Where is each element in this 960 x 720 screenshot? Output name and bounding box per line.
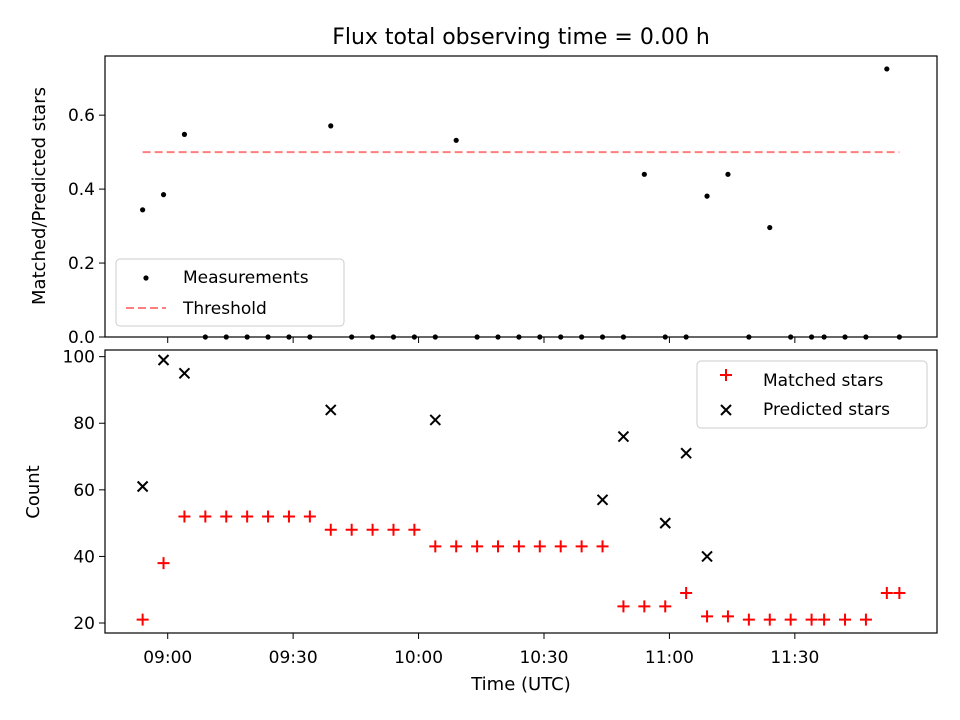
measurement-point bbox=[181, 131, 188, 137]
matched-point bbox=[805, 613, 818, 626]
bottom-y-tick-label: 80 bbox=[73, 414, 95, 434]
predicted-point bbox=[325, 404, 337, 416]
matched-point bbox=[408, 523, 421, 536]
matched-point bbox=[512, 540, 525, 553]
bottom-legend-box bbox=[696, 360, 928, 429]
matched-point bbox=[784, 613, 797, 626]
x-tick-label: 09:30 bbox=[269, 648, 318, 668]
measurement-point bbox=[328, 123, 334, 129]
x-axis-label: Time (UTC) bbox=[470, 674, 571, 695]
legend-measurements-marker bbox=[143, 275, 149, 281]
predicted-point bbox=[659, 517, 671, 529]
top-legend: Measurements Threshold bbox=[115, 258, 345, 327]
measurement-point bbox=[704, 193, 710, 199]
x-tick-label: 10:30 bbox=[519, 648, 568, 668]
top-y-tick-label: 0.6 bbox=[68, 106, 95, 126]
top-panel-frame bbox=[104, 55, 938, 338]
matched-point bbox=[880, 587, 893, 600]
matched-point bbox=[818, 613, 831, 626]
matched-point bbox=[893, 587, 906, 600]
matched-point bbox=[680, 587, 693, 600]
top-panel: 0.0 0.2 0.4 0.6 Matched/Predicted stars Mea… bbox=[29, 55, 938, 348]
legend-predicted-marker bbox=[720, 404, 732, 416]
matched-point bbox=[324, 523, 337, 536]
matched-point bbox=[659, 600, 672, 613]
predicted-point bbox=[617, 430, 630, 443]
matched-point bbox=[721, 610, 734, 623]
matched-point bbox=[366, 523, 379, 536]
matched-point bbox=[429, 540, 442, 553]
chart-title: Flux total observing time = 0.00 h bbox=[332, 25, 710, 50]
bottom-panel: 20 40 60 80 100 09:00 09:30 10:00 10:30 11:00 11:… bbox=[23, 348, 938, 695]
predicted-point bbox=[429, 414, 441, 426]
top-y-tick-label: 0.2 bbox=[68, 254, 95, 274]
predicted-point bbox=[680, 447, 692, 459]
measurement-point bbox=[767, 224, 773, 231]
matched-point bbox=[282, 510, 295, 523]
matched-point bbox=[178, 510, 191, 523]
matched-point bbox=[199, 510, 212, 523]
measurement-point bbox=[641, 171, 647, 177]
x-tick-label: 11:30 bbox=[770, 648, 819, 668]
matched-point bbox=[241, 510, 254, 523]
predicted-point bbox=[596, 494, 609, 506]
matched-point bbox=[742, 613, 755, 626]
bottom-panel-frame bbox=[104, 349, 938, 634]
top-y-tick-label: 0.4 bbox=[68, 180, 95, 200]
matched-point bbox=[492, 540, 505, 553]
legend-matched-label: Matched stars bbox=[763, 371, 883, 391]
matched-point bbox=[136, 613, 149, 626]
matched-point bbox=[450, 540, 463, 553]
predicted-point bbox=[136, 480, 149, 493]
x-tick-label: 09:00 bbox=[143, 648, 192, 668]
bottom-y-tick-label: 60 bbox=[73, 481, 95, 501]
top-y-tick-label: 0.0 bbox=[68, 328, 95, 348]
x-tick-label: 11:00 bbox=[645, 648, 694, 668]
bottom-legend: Matched stars Predicted stars bbox=[696, 360, 928, 429]
matched-point bbox=[220, 510, 233, 523]
matched-point bbox=[554, 540, 567, 553]
bottom-y-tick-label: 40 bbox=[73, 547, 95, 567]
top-legend-box bbox=[115, 258, 345, 327]
legend-matched-marker bbox=[720, 369, 732, 381]
matched-point bbox=[763, 613, 776, 626]
matched-point bbox=[839, 613, 852, 626]
measurement-point bbox=[884, 66, 890, 72]
top-y-axis-label: Matched/Predicted stars bbox=[29, 87, 50, 305]
matched-point bbox=[345, 523, 358, 536]
matched-point bbox=[387, 523, 400, 536]
measurement-point bbox=[725, 171, 731, 177]
legend-measurements-label: Measurements bbox=[183, 268, 309, 288]
predicted-point bbox=[157, 354, 170, 366]
predicted-point bbox=[701, 550, 713, 563]
matched-point bbox=[471, 540, 484, 553]
matched-point bbox=[617, 600, 630, 613]
measurement-point bbox=[160, 192, 167, 198]
predicted-point bbox=[178, 367, 191, 380]
matched-point bbox=[596, 540, 609, 553]
legend-predicted-label: Predicted stars bbox=[763, 400, 890, 420]
matched-point bbox=[303, 510, 316, 523]
bottom-y-tick-label: 20 bbox=[73, 614, 95, 634]
matched-point bbox=[859, 613, 872, 626]
matched-point bbox=[157, 557, 170, 570]
matched-point bbox=[638, 600, 651, 613]
x-tick-label: 10:00 bbox=[394, 648, 443, 668]
measurement-point bbox=[140, 207, 146, 213]
legend-threshold-label: Threshold bbox=[182, 299, 267, 319]
matched-point bbox=[701, 610, 714, 623]
matched-point bbox=[262, 510, 275, 523]
matched-point bbox=[575, 540, 588, 553]
bottom-y-tick-label: 100 bbox=[63, 348, 95, 368]
measurement-point bbox=[453, 137, 459, 143]
matched-point bbox=[533, 540, 546, 553]
bottom-y-axis-label: Count bbox=[23, 465, 44, 518]
